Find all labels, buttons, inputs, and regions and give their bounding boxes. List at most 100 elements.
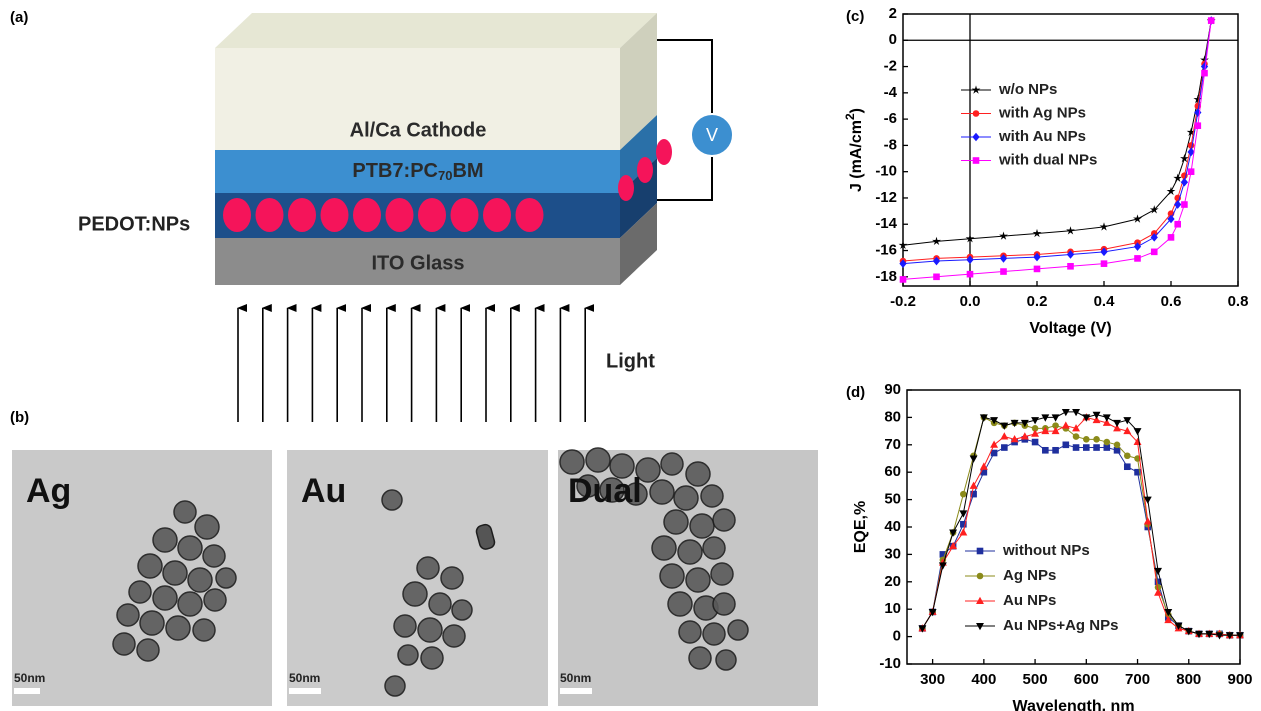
y-tick-label: -6 (884, 110, 897, 127)
legend-label: Au NPs (1003, 592, 1056, 609)
y-tick-label: 0 (889, 31, 897, 48)
particle (674, 486, 698, 510)
particle (417, 557, 439, 579)
y-tick-label: 0 (893, 628, 901, 645)
y-tick-label: -14 (875, 215, 897, 232)
wire (657, 40, 712, 113)
nanoparticle (223, 198, 251, 232)
data-point (1063, 442, 1070, 449)
nanoparticle (321, 198, 349, 232)
data-point (1073, 433, 1080, 440)
nanoparticle (637, 157, 653, 183)
x-tick-label: 0.6 (1161, 293, 1182, 310)
particle (686, 568, 710, 592)
data-point (1073, 444, 1080, 451)
scale-bar (289, 688, 321, 694)
scale-label: 50nm (560, 671, 591, 685)
y-tick-label: 50 (884, 491, 901, 508)
layer-label-part: PTB7:PC (352, 160, 438, 182)
x-tick-label: -0.2 (890, 293, 916, 310)
legend-label: with dual NPs (998, 151, 1097, 168)
y-axis-label-part: J (mA/cm (848, 120, 865, 192)
particle (382, 490, 402, 510)
y-tick-label: 40 (884, 518, 901, 535)
particle (452, 600, 472, 620)
legend-marker (973, 110, 980, 117)
tem-label: Ag (26, 472, 71, 510)
particle (113, 633, 135, 655)
particle (140, 611, 164, 635)
data-point (1000, 268, 1007, 275)
x-tick-label: 0.4 (1094, 293, 1116, 310)
legend-marker (977, 548, 984, 555)
scale-bar (560, 688, 592, 694)
data-point (1188, 168, 1195, 175)
particle (129, 581, 151, 603)
data-point (1062, 421, 1070, 428)
data-point (1101, 260, 1108, 267)
particle (703, 623, 725, 645)
y-tick-label: -12 (875, 189, 897, 206)
particle (153, 586, 177, 610)
y-axis-label-part: ) (848, 108, 865, 113)
particle (117, 604, 139, 626)
data-point (1052, 447, 1059, 454)
data-point (1151, 249, 1158, 256)
nanoparticle (618, 175, 634, 201)
x-tick-label: 900 (1227, 671, 1252, 688)
particle (686, 462, 710, 486)
particle (679, 621, 701, 643)
data-point (990, 441, 998, 448)
particle (203, 545, 225, 567)
particle (728, 620, 748, 640)
y-tick-label: -10 (875, 163, 897, 180)
particle (403, 582, 427, 606)
nanoparticle (451, 198, 479, 232)
particle (650, 480, 674, 504)
legend-label: Ag NPs (1003, 567, 1056, 584)
particle (385, 676, 405, 696)
particle (163, 561, 187, 585)
panel-label: (a) (10, 9, 28, 26)
data-point (1173, 174, 1182, 182)
data-point (1083, 444, 1090, 451)
figure: (a) (b) (c) (d) Al/Ca Cathode PTB7:PC70B… (0, 0, 1261, 711)
data-point (1201, 70, 1208, 77)
y-tick-label: 30 (884, 545, 901, 562)
y-tick-label: -16 (875, 241, 897, 258)
legend-marker (972, 133, 979, 142)
particle (421, 647, 443, 669)
data-point (970, 482, 978, 489)
nanoparticle (386, 198, 414, 232)
particle (429, 593, 451, 615)
data-point (900, 276, 907, 283)
data-point (1104, 439, 1111, 446)
legend-marker (977, 573, 984, 580)
particle (394, 615, 416, 637)
data-point (1062, 409, 1070, 416)
x-tick-label: 500 (1023, 671, 1048, 688)
layer-label: Al/Ca Cathode (350, 119, 487, 141)
data-point (1093, 444, 1100, 451)
data-point (1181, 201, 1188, 208)
particle (701, 485, 723, 507)
particle (652, 536, 676, 560)
particle (586, 448, 610, 472)
x-tick-label: 800 (1176, 671, 1201, 688)
series-line (922, 417, 1240, 635)
particle (661, 453, 683, 475)
nanoparticle (516, 198, 544, 232)
nanoparticle (418, 198, 446, 232)
particle (204, 589, 226, 611)
data-point (1174, 200, 1181, 209)
nanoparticle (656, 139, 672, 165)
x-tick-label: 300 (920, 671, 945, 688)
particle (153, 528, 177, 552)
x-axis-label: Wavelength, nm (1012, 698, 1134, 711)
legend-marker (976, 623, 984, 630)
particle (560, 450, 584, 474)
x-tick-label: 0.8 (1228, 293, 1249, 310)
data-point (967, 271, 974, 278)
tem-label: Dual (568, 472, 642, 510)
legend-label: Au NPs+Ag NPs (1003, 617, 1118, 634)
